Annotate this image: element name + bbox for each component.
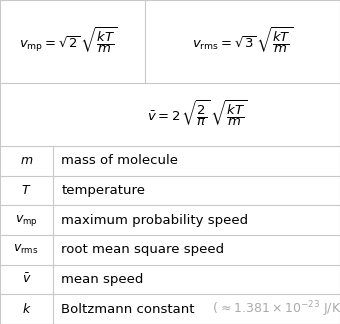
Text: $(\approx 1.381 \times 10^{-23}$ J/K$)$: $(\approx 1.381 \times 10^{-23}$ J/K$)$ (209, 299, 340, 319)
Text: maximum probability speed: maximum probability speed (61, 214, 248, 226)
Text: $m$: $m$ (20, 154, 33, 167)
Text: $\bar{v}$: $\bar{v}$ (21, 273, 31, 286)
Text: mass of molecule: mass of molecule (61, 154, 178, 167)
Text: $v_{\mathrm{rms}} = \sqrt{3}\,\sqrt{\dfrac{kT}{m}}$: $v_{\mathrm{rms}} = \sqrt{3}\,\sqrt{\dfr… (192, 26, 293, 56)
Text: $T$: $T$ (21, 184, 32, 197)
Text: Boltzmann constant: Boltzmann constant (61, 303, 195, 316)
Text: $v_{\mathrm{mp}} = \sqrt{2}\,\sqrt{\dfrac{kT}{m}}$: $v_{\mathrm{mp}} = \sqrt{2}\,\sqrt{\dfra… (19, 26, 117, 56)
Text: $v_{\mathrm{mp}}$: $v_{\mathrm{mp}}$ (15, 213, 38, 227)
Text: mean speed: mean speed (61, 273, 143, 286)
Text: temperature: temperature (61, 184, 145, 197)
Text: root mean square speed: root mean square speed (61, 243, 224, 256)
Text: $k$: $k$ (21, 302, 31, 316)
Text: $\bar{v} = 2\,\sqrt{\dfrac{2}{\pi}}\,\sqrt{\dfrac{kT}{m}}$: $\bar{v} = 2\,\sqrt{\dfrac{2}{\pi}}\,\sq… (147, 99, 248, 129)
Text: $v_{\mathrm{rms}}$: $v_{\mathrm{rms}}$ (14, 243, 39, 256)
